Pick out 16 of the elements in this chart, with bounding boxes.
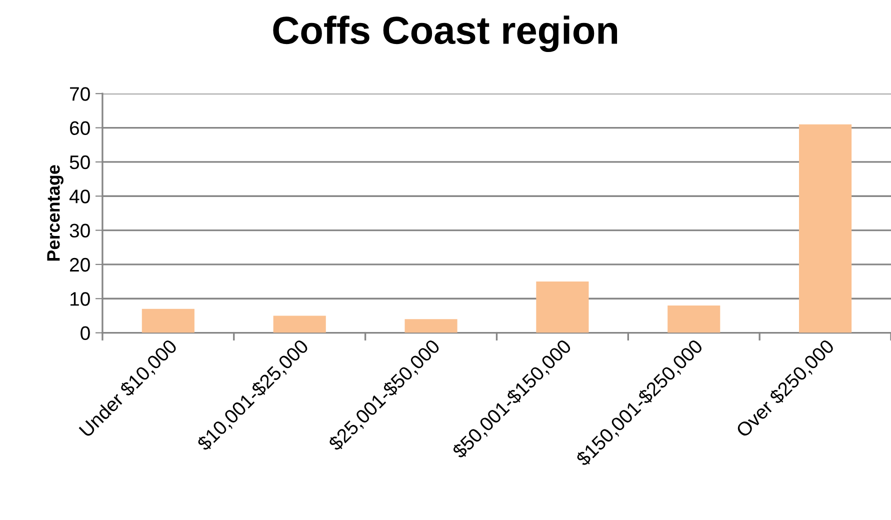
y-tick-label: 60 <box>70 121 90 136</box>
y-tick-label: 0 <box>80 326 90 340</box>
y-tick-label: 10 <box>70 292 90 306</box>
y-tick-label: 30 <box>70 224 90 238</box>
bar <box>536 282 589 333</box>
bar <box>799 124 852 333</box>
bar <box>404 319 458 333</box>
bar <box>142 308 194 333</box>
y-axis-title: Percentage <box>47 165 64 261</box>
y-tick-label: 70 <box>70 87 90 101</box>
chart-title: Coffs Coast region <box>273 16 618 52</box>
bar <box>668 305 720 333</box>
y-tick-label: 20 <box>70 258 90 272</box>
y-tick-label: 50 <box>70 155 90 170</box>
y-tick-label: 40 <box>69 190 90 204</box>
bar <box>273 316 326 333</box>
